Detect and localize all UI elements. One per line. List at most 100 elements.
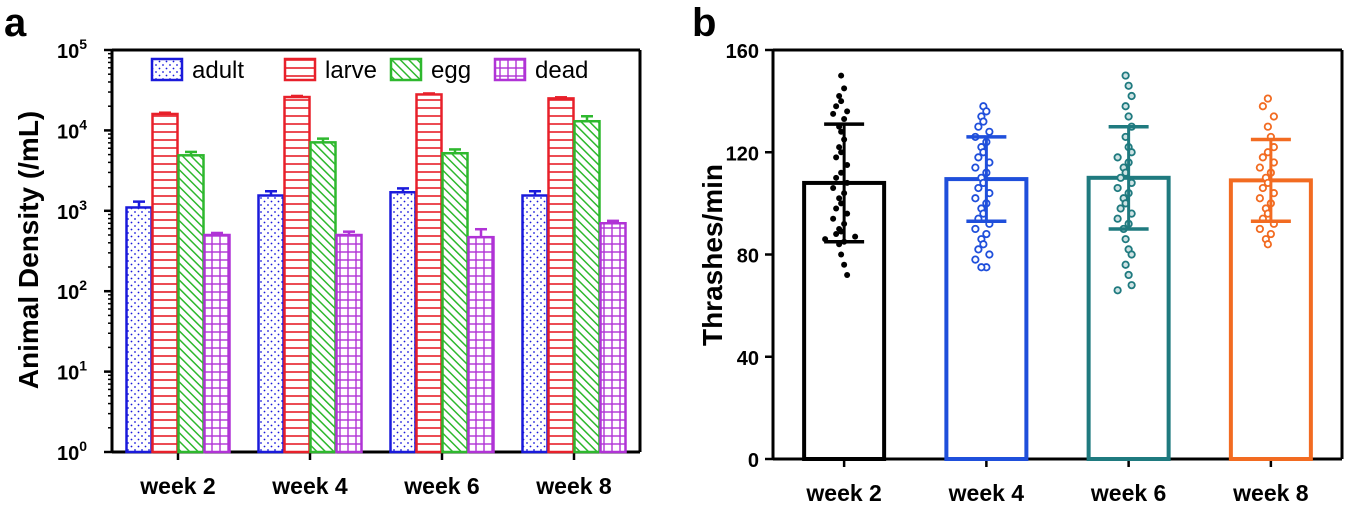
panel-b-data-point — [833, 174, 840, 181]
panel-b-data-point — [1116, 173, 1125, 182]
panel-b-data-point — [1113, 214, 1122, 223]
panel-a-bar-larve — [415, 93, 443, 454]
panel-b-data-point — [836, 93, 843, 100]
panel-a-ylabel: Animal Density (/mL) — [13, 111, 44, 389]
panel-b-data-point — [1258, 183, 1267, 193]
panel-b-bars — [802, 71, 1313, 462]
panel-a-bar-egg — [177, 154, 205, 454]
panel-b-data-point — [1121, 102, 1130, 111]
panel-b-data-point — [974, 245, 983, 254]
panel-b-data-point — [838, 72, 845, 79]
panel-b-data-point — [1127, 91, 1136, 101]
panel-b-data-point — [1263, 94, 1272, 103]
legend-label-larve: larve — [325, 57, 377, 84]
panel-a-ytick-label: 101 — [57, 358, 87, 385]
panel-b-data-point — [979, 240, 988, 249]
panel-b-category-label: week 8 — [1232, 480, 1309, 505]
panel-a-chart: Animal Density (/mL) 100 101 102 103 104 105 w… — [13, 36, 642, 499]
panel-b-ytick-label: 0 — [748, 450, 759, 472]
panel-a-bar-adult — [257, 194, 285, 454]
panel-b-data-point — [977, 263, 986, 272]
panel-b-data-point — [1116, 204, 1125, 213]
panel-b-data-point — [844, 108, 851, 115]
panel-a-bar-egg — [441, 151, 469, 454]
panel-b-data-point — [841, 85, 848, 92]
panel-b-data-point — [833, 231, 840, 238]
panel-a-bars — [125, 92, 627, 454]
panel-b-category-label: week 2 — [805, 480, 881, 505]
panel-b-data-point — [830, 215, 837, 222]
panel-a-bar-dead — [203, 233, 231, 454]
panel-b-data-point — [1269, 112, 1278, 121]
panel-b-data-point — [833, 103, 840, 110]
panel-b-data-point — [836, 144, 843, 151]
panel-a-category-label: week 6 — [403, 473, 479, 499]
legend-swatch-larve — [283, 57, 317, 82]
panel-b-data-point — [1263, 240, 1272, 249]
panel-b-data-point — [1127, 281, 1136, 290]
panel-b-data-point — [1113, 286, 1122, 295]
legend-label-egg: egg — [431, 57, 471, 84]
panel-b-letter: b — [692, 1, 716, 45]
panel-b-ytick-label: 80 — [737, 246, 759, 268]
panel-a-bar-dead — [467, 235, 495, 454]
legend-label-dead: dead — [535, 57, 588, 84]
panel-b-ytick-label: 120 — [726, 143, 759, 165]
legend-swatch-egg — [389, 57, 423, 82]
panel-a-bar-dead — [335, 233, 363, 454]
panel-b-data-point — [1255, 224, 1264, 234]
panel-b-data-point — [836, 195, 843, 202]
panel-b-data-point — [979, 117, 988, 126]
panel-b-category-label: week 6 — [1090, 480, 1166, 505]
panel-b-data-point — [1258, 102, 1267, 111]
panel-b-data-point — [971, 163, 980, 172]
panel-a-axes: 100 101 102 103 104 105 week 2 week 4 week 6 week… — [57, 36, 642, 499]
panel-a-bar-adult — [389, 191, 417, 454]
panel-a-bar-egg — [309, 141, 337, 454]
panel-b-data-point — [838, 251, 845, 258]
panel-b-data-point — [1121, 235, 1130, 244]
panel-a-bar-larve — [283, 95, 311, 454]
panel-b-data-point — [830, 185, 837, 192]
panel-b-data-point — [1127, 250, 1136, 259]
panel-b-data-point — [841, 116, 848, 123]
panel-b-data-point — [1266, 229, 1275, 239]
panel-b-data-point — [1113, 183, 1122, 193]
panel-b-data-point — [971, 194, 980, 203]
panel-b-data-point — [1255, 163, 1264, 172]
panel-a-category-label: week 4 — [271, 473, 348, 499]
panel-a-ytick-label: 104 — [57, 116, 87, 143]
panel-b-data-point — [833, 205, 840, 212]
panel-a-ytick-label: 105 — [57, 36, 87, 63]
panel-b-category-label: week 4 — [948, 480, 1025, 505]
panel-a-bar-adult — [125, 206, 153, 454]
panel-a-bar-larve — [151, 112, 179, 454]
legend-swatch-adult — [150, 57, 184, 82]
panel-a-legend: adult larve egg dead — [150, 57, 588, 84]
panel-b-data-point — [971, 255, 980, 264]
panel-b-data-point — [1124, 112, 1133, 121]
panel-b-data-point — [982, 229, 991, 239]
panel-b-ytick-label: 160 — [726, 41, 759, 63]
panel-b-data-point — [1121, 71, 1130, 80]
panel-b-data-point — [1124, 81, 1133, 90]
panel-b-data-point — [971, 224, 980, 234]
panel-a-bar-larve — [547, 97, 575, 454]
legend-swatch-dead — [493, 57, 527, 82]
panel-a-category-label: week 2 — [139, 473, 215, 499]
panel-b-data-point — [985, 250, 994, 259]
panel-a-bar-dead — [599, 222, 627, 454]
panel-b-data-point — [1263, 122, 1272, 131]
panel-b-data-point — [1124, 270, 1133, 280]
panel-b-ytick-label: 40 — [737, 348, 759, 370]
panel-b-data-point — [852, 233, 859, 240]
panel-b-ylabel: Thrashes/min — [697, 164, 728, 346]
panel-a-ytick-label: 100 — [57, 438, 87, 465]
panel-b-data-point — [841, 261, 848, 268]
legend-label-adult: adult — [192, 57, 244, 84]
panel-b-chart: Thrashes/min 0 40 80 120 160 week 2 week 4 week… — [697, 41, 1344, 506]
panel-b-data-point — [982, 107, 991, 116]
panel-a-bar-egg — [573, 119, 601, 454]
panel-b-data-point — [985, 127, 994, 136]
